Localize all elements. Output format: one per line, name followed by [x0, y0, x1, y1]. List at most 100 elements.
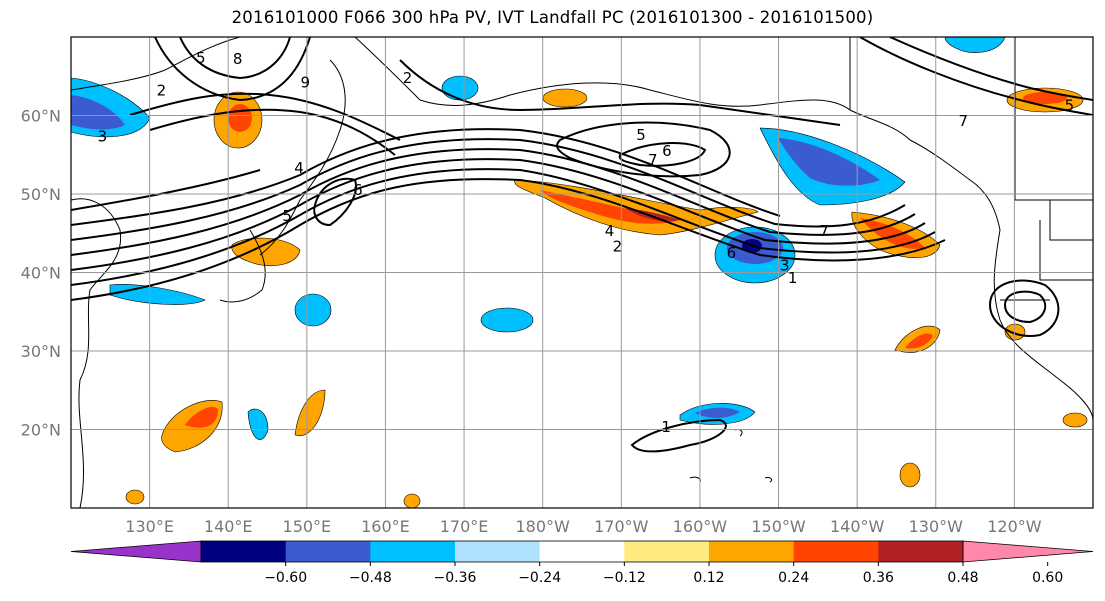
coast-bering	[354, 37, 851, 111]
lon-label: 160°W	[673, 517, 728, 536]
contour-gulf-inner2	[618, 142, 707, 167]
contour-label: 3	[780, 256, 790, 274]
contour-ring-6	[313, 177, 357, 227]
shade-orange-misc5	[403, 493, 421, 508]
contour-label: 5	[636, 126, 646, 144]
ivt-contours	[71, 37, 1093, 453]
contour-label: 1	[788, 269, 798, 287]
shade-blue-sea	[109, 284, 206, 305]
longitude-labels: 130°E 140°E 150°E 160°E 170°E 180°W 170°W 160°W…	[125, 517, 1041, 536]
shade-orange-misc4	[125, 489, 145, 505]
shade-orange-misc2	[1062, 412, 1088, 428]
contour-kam	[129, 92, 401, 141]
shade-orange-top1	[542, 88, 588, 108]
colorbar-tick-label: −0.60	[264, 570, 307, 586]
contour-6	[71, 128, 781, 226]
colorbar-segment	[878, 541, 964, 562]
shade-midblue-hawaii	[695, 407, 740, 419]
contour-north-3	[399, 59, 841, 126]
contour-label: 3	[98, 128, 108, 146]
contour-label: 2	[403, 69, 413, 87]
shade-orange-misc	[899, 462, 921, 488]
lon-label: 140°W	[830, 517, 885, 536]
shade-orange-misc3	[1004, 323, 1026, 341]
lon-label: 140°E	[204, 517, 253, 536]
contour-label: 4	[294, 159, 304, 177]
colorbar-segment	[370, 541, 456, 562]
contour-7	[71, 169, 261, 211]
contour-kam-2	[149, 108, 396, 156]
contour-label: 7	[648, 151, 658, 169]
contour-label: 2	[613, 238, 623, 256]
colorbar-tick-label: 0.24	[778, 570, 809, 586]
lon-label: 170°E	[440, 517, 489, 536]
lon-label: 130°W	[909, 517, 964, 536]
shade-orange-japan	[231, 237, 301, 267]
shade-blue-central	[480, 307, 534, 333]
lat-label: 40°N	[21, 264, 61, 283]
shade-blue-nw-inner	[71, 95, 125, 130]
colorbar-segment	[793, 541, 879, 562]
lon-label: 180°W	[516, 517, 571, 536]
map-frame	[70, 36, 1094, 509]
shade-midblue-goa	[778, 138, 880, 186]
shade-red-sub1	[185, 406, 218, 428]
contour-1	[71, 178, 946, 301]
contour-ne-2	[889, 37, 1093, 101]
coast-alaska	[849, 109, 1093, 421]
lon-label: 160°E	[361, 517, 410, 536]
contour-north-1	[154, 37, 311, 102]
lon-label: 150°W	[751, 517, 806, 536]
shade-blue-kuril	[294, 293, 332, 327]
colorbar-tick-label: −0.24	[518, 570, 561, 586]
colorbar-tick-label: 0.36	[863, 570, 894, 586]
shade-blue-ne	[944, 37, 1006, 53]
colorbar-extend-high	[962, 540, 1094, 563]
colorbar-tick-label: −0.12	[603, 570, 646, 586]
contour-4	[71, 148, 916, 256]
contour-label: 7	[959, 112, 969, 130]
colorbar-tick-label: −0.48	[349, 570, 392, 586]
colorbar-segment	[455, 541, 541, 562]
lon-label: 130°E	[125, 517, 174, 536]
lat-label: 30°N	[21, 342, 61, 361]
contour-sw-circle	[988, 279, 1060, 337]
contour-2	[71, 168, 936, 286]
map-title: 2016101000 F066 300 hPa PV, IVT Landfall…	[231, 8, 874, 27]
map-plot-area	[71, 37, 1093, 508]
contour-label: 5	[1065, 96, 1075, 114]
lon-label: 170°W	[594, 517, 649, 536]
contour-3	[71, 158, 926, 271]
coast-kamchatka	[259, 59, 346, 256]
lat-label: 50°N	[21, 185, 61, 204]
lat-label: 60°N	[21, 107, 61, 126]
contour-north-2	[179, 37, 291, 80]
shade-red-30n	[905, 333, 933, 349]
colorbar-extend-low	[70, 540, 202, 563]
colorbar-segment	[539, 541, 625, 562]
lon-label: 150°E	[283, 517, 332, 536]
contour-label: 2	[157, 81, 167, 99]
colorbar-tick-label: 0.60	[1032, 570, 1063, 586]
contour-ne-1	[859, 37, 1093, 116]
colorbar-segment	[285, 541, 371, 562]
shade-orange-jet	[514, 179, 759, 236]
contour-label: 4	[605, 222, 615, 240]
coast-us-states	[1000, 199, 1093, 301]
shade-blue-sub3	[247, 408, 269, 440]
coast-asia	[71, 37, 241, 508]
lat-label: 20°N	[21, 421, 61, 440]
colorbar-segment	[709, 541, 795, 562]
contour-label: 9	[301, 74, 311, 92]
contour-sw-circle2	[1003, 290, 1047, 324]
colorbar-segment	[201, 541, 287, 562]
contour-label: 5	[282, 207, 292, 225]
contour-label: 6	[353, 181, 363, 199]
graticule	[71, 37, 1093, 508]
contour-5	[71, 138, 906, 241]
contour-label: 7	[819, 222, 829, 240]
shade-red-ne	[1023, 92, 1067, 104]
coast-hawaii	[689, 429, 773, 483]
